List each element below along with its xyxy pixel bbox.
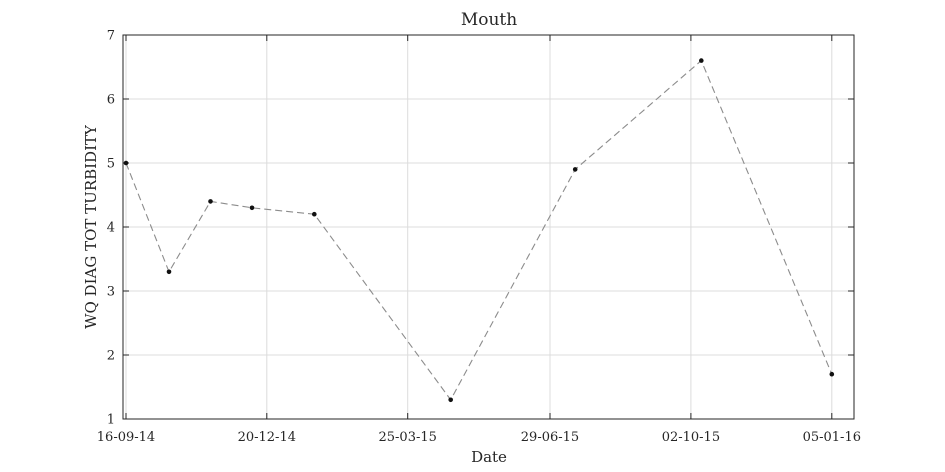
y-tick-labels: 1 2 3 4 5 6 7: [107, 29, 115, 428]
data-point: [208, 199, 213, 204]
x-tick-label: 05-01-16: [803, 430, 861, 445]
x-tick-label: 16-09-14: [97, 430, 155, 445]
series-line: [125, 59, 833, 401]
chart-title: Mouth: [461, 10, 517, 30]
y-tick-label: 3: [107, 285, 115, 300]
data-point: [572, 167, 578, 172]
axis-ticks: [123, 34, 854, 420]
y-tick-label: 1: [107, 413, 115, 428]
y-tick-label: 2: [107, 349, 115, 364]
x-axis-label: Date: [471, 448, 507, 466]
data-point: [166, 269, 172, 275]
x-tick-label: 02-10-15: [662, 430, 720, 445]
data-point: [123, 160, 129, 166]
y-tick-label: 7: [107, 29, 115, 44]
x-tick-label: 25-03-15: [378, 430, 436, 445]
x-tick-labels: 16-09-14 20-12-14 25-03-15 29-06-15 02-10-15…: [97, 430, 861, 445]
x-tick-label: 20-12-14: [238, 430, 296, 445]
y-tick-label: 6: [107, 93, 115, 108]
data-point: [829, 371, 835, 377]
x-tick-label: 29-06-15: [521, 430, 579, 445]
y-tick-label: 5: [107, 157, 115, 172]
data-point: [448, 397, 454, 403]
grid: [123, 35, 854, 419]
data-points: [123, 58, 835, 403]
data-point: [249, 205, 255, 211]
data-point: [699, 58, 704, 63]
y-tick-label: 4: [107, 221, 115, 236]
data-point: [312, 211, 317, 217]
y-axis-label: WQ DIAG TOT TURBIDITY: [82, 124, 100, 329]
